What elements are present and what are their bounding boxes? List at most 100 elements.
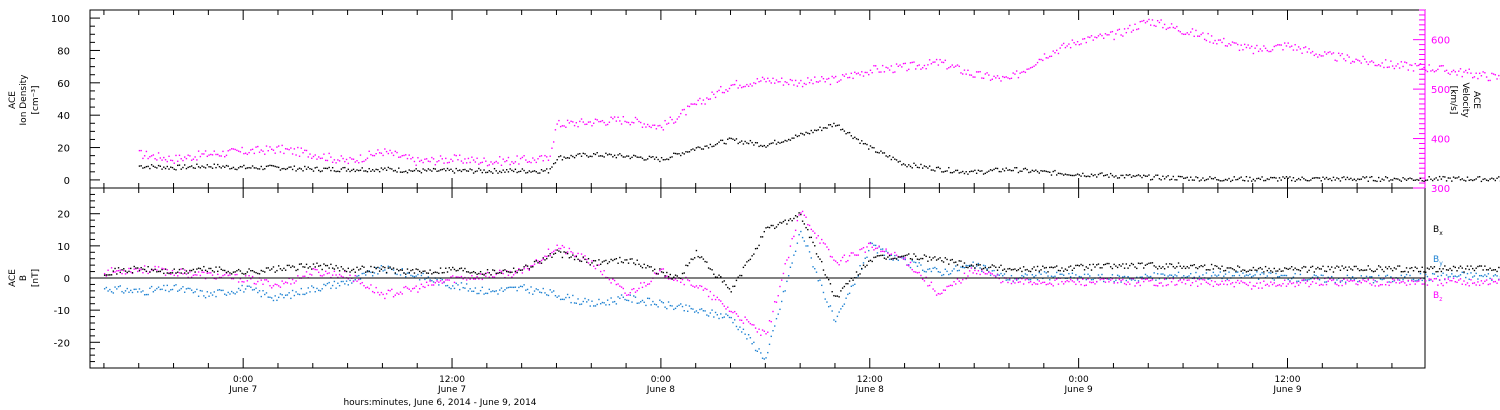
data-point-ion-density <box>721 139 724 142</box>
data-point-bz <box>874 247 877 250</box>
data-point-velocity <box>323 153 325 155</box>
data-point-bz <box>1155 284 1157 287</box>
data-point-ion-density <box>224 166 226 168</box>
data-point-bz <box>1343 278 1345 280</box>
data-point-bx <box>1022 266 1025 268</box>
data-point-ion-density <box>378 170 381 173</box>
data-point-velocity <box>848 76 851 79</box>
data-point-bz <box>234 274 236 276</box>
data-point-by <box>803 240 806 242</box>
data-point-bx <box>700 256 703 258</box>
data-point-ion-density <box>1102 175 1105 177</box>
data-point-by <box>930 270 933 273</box>
data-point-ion-density <box>206 164 209 166</box>
data-point-ion-density <box>587 156 590 158</box>
data-point-velocity <box>394 150 396 153</box>
data-point-bz <box>1397 279 1399 281</box>
data-point-bx <box>424 270 426 272</box>
data-point-by <box>789 266 792 268</box>
data-point-by <box>1056 271 1058 274</box>
data-point-velocity <box>196 159 198 161</box>
data-point-ion-density <box>880 150 882 152</box>
data-point-ion-density <box>518 170 520 173</box>
data-point-bx <box>248 268 250 270</box>
data-point-velocity <box>780 77 783 79</box>
data-point-ion-density <box>234 168 236 170</box>
data-point-bx <box>751 255 753 257</box>
data-point-bx <box>1210 263 1213 266</box>
data-point-ion-density <box>410 170 412 172</box>
data-point-by <box>1360 275 1362 277</box>
data-point-bz <box>1118 278 1121 281</box>
data-point-velocity <box>1327 51 1329 54</box>
x-tick-label-date: June 7 <box>228 385 257 395</box>
data-point-bx <box>963 262 966 264</box>
data-point-velocity <box>1351 60 1354 63</box>
data-point-by <box>1238 274 1241 277</box>
data-point-ion-density <box>196 163 198 165</box>
data-point-bz <box>1148 280 1150 282</box>
data-point-bx <box>1257 267 1260 270</box>
data-point-bx <box>272 266 275 268</box>
data-point-by <box>963 267 966 269</box>
data-point-velocity <box>1395 65 1397 67</box>
data-point-by <box>1235 271 1237 274</box>
data-point-ion-density <box>848 131 851 134</box>
data-point-bz <box>211 274 214 276</box>
data-point-ion-density <box>375 168 377 171</box>
data-point-bx <box>1426 267 1429 269</box>
data-point-velocity <box>852 77 854 80</box>
data-point-bx <box>138 270 141 272</box>
data-point-bz <box>338 273 341 276</box>
data-point-bz <box>878 245 880 247</box>
data-point-by <box>185 288 188 290</box>
data-point-by <box>709 312 712 314</box>
data-point-by <box>843 303 846 305</box>
data-point-bz <box>140 268 142 271</box>
data-point-by <box>939 271 941 273</box>
data-point-by <box>878 246 880 248</box>
data-point-by <box>1496 275 1498 277</box>
data-point-velocity <box>1336 60 1338 62</box>
data-point-by <box>1122 276 1124 278</box>
data-point-by <box>1365 275 1368 278</box>
data-point-ion-density <box>1423 180 1425 182</box>
data-point-by <box>596 303 598 306</box>
data-point-bx <box>1318 268 1321 270</box>
data-point-bx <box>349 271 351 273</box>
data-point-bz <box>452 275 454 277</box>
data-point-ion-density <box>239 165 242 168</box>
data-point-by <box>239 289 242 292</box>
data-point-bz <box>194 274 196 276</box>
data-point-by <box>593 305 595 307</box>
data-point-ion-density <box>948 166 950 169</box>
data-point-bz <box>537 260 539 262</box>
data-point-bx <box>631 258 633 260</box>
data-point-by <box>1297 280 1300 282</box>
data-point-bz <box>1480 280 1483 282</box>
data-point-bz <box>1398 282 1401 284</box>
data-point-velocity <box>777 81 779 83</box>
x-tick-label-time: 12:00 <box>857 375 883 385</box>
data-point-by <box>1254 274 1256 276</box>
data-point-velocity <box>1096 36 1098 39</box>
data-point-by <box>962 266 964 269</box>
data-point-bx <box>385 271 388 274</box>
data-point-bx <box>1009 267 1011 270</box>
data-point-ion-density <box>570 154 572 157</box>
data-point-velocity <box>415 164 417 166</box>
data-point-by <box>737 328 739 331</box>
data-point-ion-density <box>250 167 252 169</box>
data-point-bx <box>1240 270 1242 272</box>
data-point-by <box>232 292 235 294</box>
data-point-by <box>659 299 661 301</box>
data-point-ion-density <box>311 168 313 171</box>
data-point-ion-density <box>1149 179 1152 181</box>
data-point-bx <box>203 265 205 268</box>
data-point-bz <box>791 237 793 240</box>
data-point-bz <box>1050 283 1053 285</box>
data-point-by <box>676 305 678 308</box>
data-point-ion-density <box>688 151 691 153</box>
data-point-bz <box>415 285 417 287</box>
data-point-ion-density <box>469 168 471 170</box>
